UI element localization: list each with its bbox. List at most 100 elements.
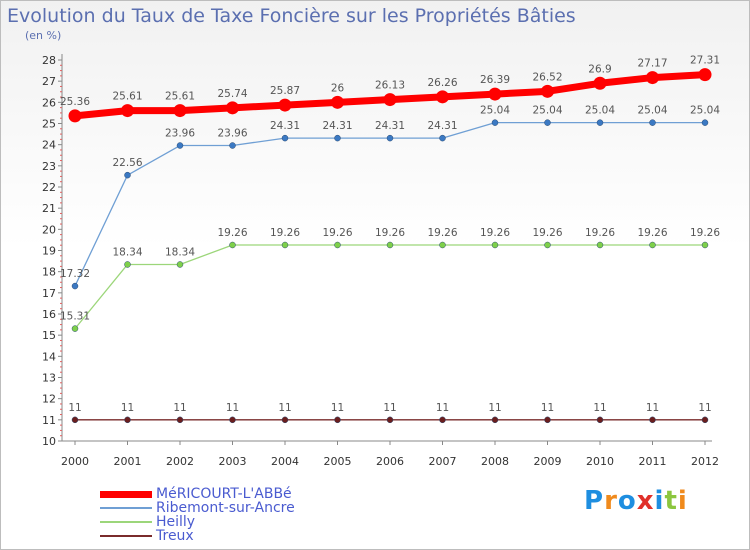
logo-letter: t <box>664 486 678 516</box>
data-point <box>229 241 236 249</box>
data-label: 23.96 <box>217 128 247 140</box>
data-label: 26.9 <box>588 63 611 75</box>
x-tick-label: 2001 <box>114 455 142 468</box>
y-tick-label: 28 <box>42 54 56 67</box>
y-tick-label: 22 <box>42 181 56 194</box>
data-point <box>649 416 656 424</box>
y-tick-label: 24 <box>42 139 56 152</box>
data-label: 24.31 <box>322 120 352 132</box>
data-label: 11 <box>488 402 501 414</box>
data-label: 25.87 <box>270 85 300 97</box>
chart-title: Evolution du Taux de Taxe Foncière sur l… <box>7 5 576 27</box>
data-label: 24.31 <box>375 120 405 132</box>
x-tick-label: 2006 <box>376 455 404 468</box>
axes: 10 11 12 13 14 15 16 17 18 19 20 21 22 23 24 25 26 27 28 20… <box>42 54 719 468</box>
x-tick-label: 2009 <box>534 455 562 468</box>
logo-letter: x <box>636 486 655 516</box>
x-tick-label: 2007 <box>429 455 457 468</box>
data-point <box>488 87 502 101</box>
data-point <box>383 93 397 107</box>
data-point <box>68 109 82 123</box>
x-tick-label: 2008 <box>481 455 509 468</box>
data-point <box>491 416 499 424</box>
x-tick-label: 2005 <box>324 455 352 468</box>
data-point <box>386 134 394 142</box>
data-point <box>701 416 709 424</box>
data-label: 19.26 <box>585 227 615 239</box>
data-label: 19.26 <box>217 227 247 239</box>
data-point <box>701 119 709 126</box>
data-point <box>491 119 499 126</box>
data-label: 11 <box>121 402 134 414</box>
series-0: 25.36 25.61 25.61 25.74 25.87 26 26.13 26.26 26.… <box>60 55 720 123</box>
data-label: 23.96 <box>165 128 195 140</box>
data-point <box>71 325 79 332</box>
data-label: 25.61 <box>112 91 142 103</box>
logo-letter: P <box>584 486 605 516</box>
data-label: 11 <box>226 402 239 414</box>
legend-swatch <box>100 535 152 537</box>
data-point <box>124 171 131 179</box>
y-tick-label: 18 <box>42 266 56 279</box>
data-label: 26.26 <box>427 77 457 89</box>
logo-letter: i <box>654 486 665 516</box>
data-label: 25.04 <box>585 105 615 117</box>
data-point <box>334 241 341 249</box>
y-tick-label: 14 <box>42 350 56 363</box>
data-label: 22.56 <box>112 157 142 169</box>
data-label: 11 <box>68 402 81 414</box>
data-label: 11 <box>173 402 186 414</box>
data-point <box>229 416 236 424</box>
data-label: 24.31 <box>427 120 457 132</box>
data-label: 25.04 <box>480 105 510 117</box>
legend-swatch <box>100 521 152 523</box>
data-label: 11 <box>436 402 449 414</box>
data-label: 11 <box>541 402 554 414</box>
y-tick-label: 21 <box>42 202 56 215</box>
data-point <box>698 68 712 82</box>
data-label: 19.26 <box>270 227 300 239</box>
data-point <box>439 134 446 142</box>
y-tick-label: 23 <box>42 160 56 173</box>
data-point <box>386 241 394 249</box>
data-label: 11 <box>646 402 659 414</box>
data-label: 26.52 <box>532 71 562 83</box>
y-tick-label: 10 <box>42 435 56 448</box>
series-1: 17.32 22.56 23.96 23.96 24.31 24.31 24.31 24.31… <box>60 105 720 290</box>
y-tick-label: 17 <box>42 287 56 300</box>
legend-swatch <box>100 490 152 498</box>
data-label: 25.04 <box>532 105 562 117</box>
y-tick-label: 19 <box>42 245 56 258</box>
y-tick-label: 11 <box>42 414 56 427</box>
data-point <box>593 76 607 90</box>
y-tick-label: 12 <box>42 393 56 406</box>
legend-label: Treux <box>156 528 194 544</box>
series-line <box>74 122 706 287</box>
data-label: 27.17 <box>637 58 667 70</box>
data-point <box>439 416 446 424</box>
data-point <box>386 416 394 424</box>
data-label: 27.31 <box>690 55 720 67</box>
data-label: 11 <box>383 402 396 414</box>
data-point <box>491 241 499 249</box>
data-point <box>544 416 551 424</box>
y-tick-label: 20 <box>42 223 56 236</box>
data-point <box>173 104 187 118</box>
data-label: 25.61 <box>165 91 195 103</box>
data-point <box>331 95 344 109</box>
data-label: 18.34 <box>165 246 195 258</box>
data-point <box>334 134 341 142</box>
data-label: 19.26 <box>375 227 405 239</box>
proxiti-logo: Proxiti <box>584 486 688 516</box>
data-label: 19.26 <box>690 227 720 239</box>
logo-letter: i <box>677 486 688 516</box>
data-point <box>544 241 551 249</box>
y-tick-label: 27 <box>42 75 56 88</box>
data-point <box>176 416 184 424</box>
data-point <box>649 119 656 126</box>
series-2: 15.31 18.34 18.34 19.26 19.26 19.26 19.26 19.26… <box>60 227 720 332</box>
legend-label: MéRICOURT-L'ABBé <box>156 486 292 502</box>
logo-letter: r <box>604 486 618 516</box>
